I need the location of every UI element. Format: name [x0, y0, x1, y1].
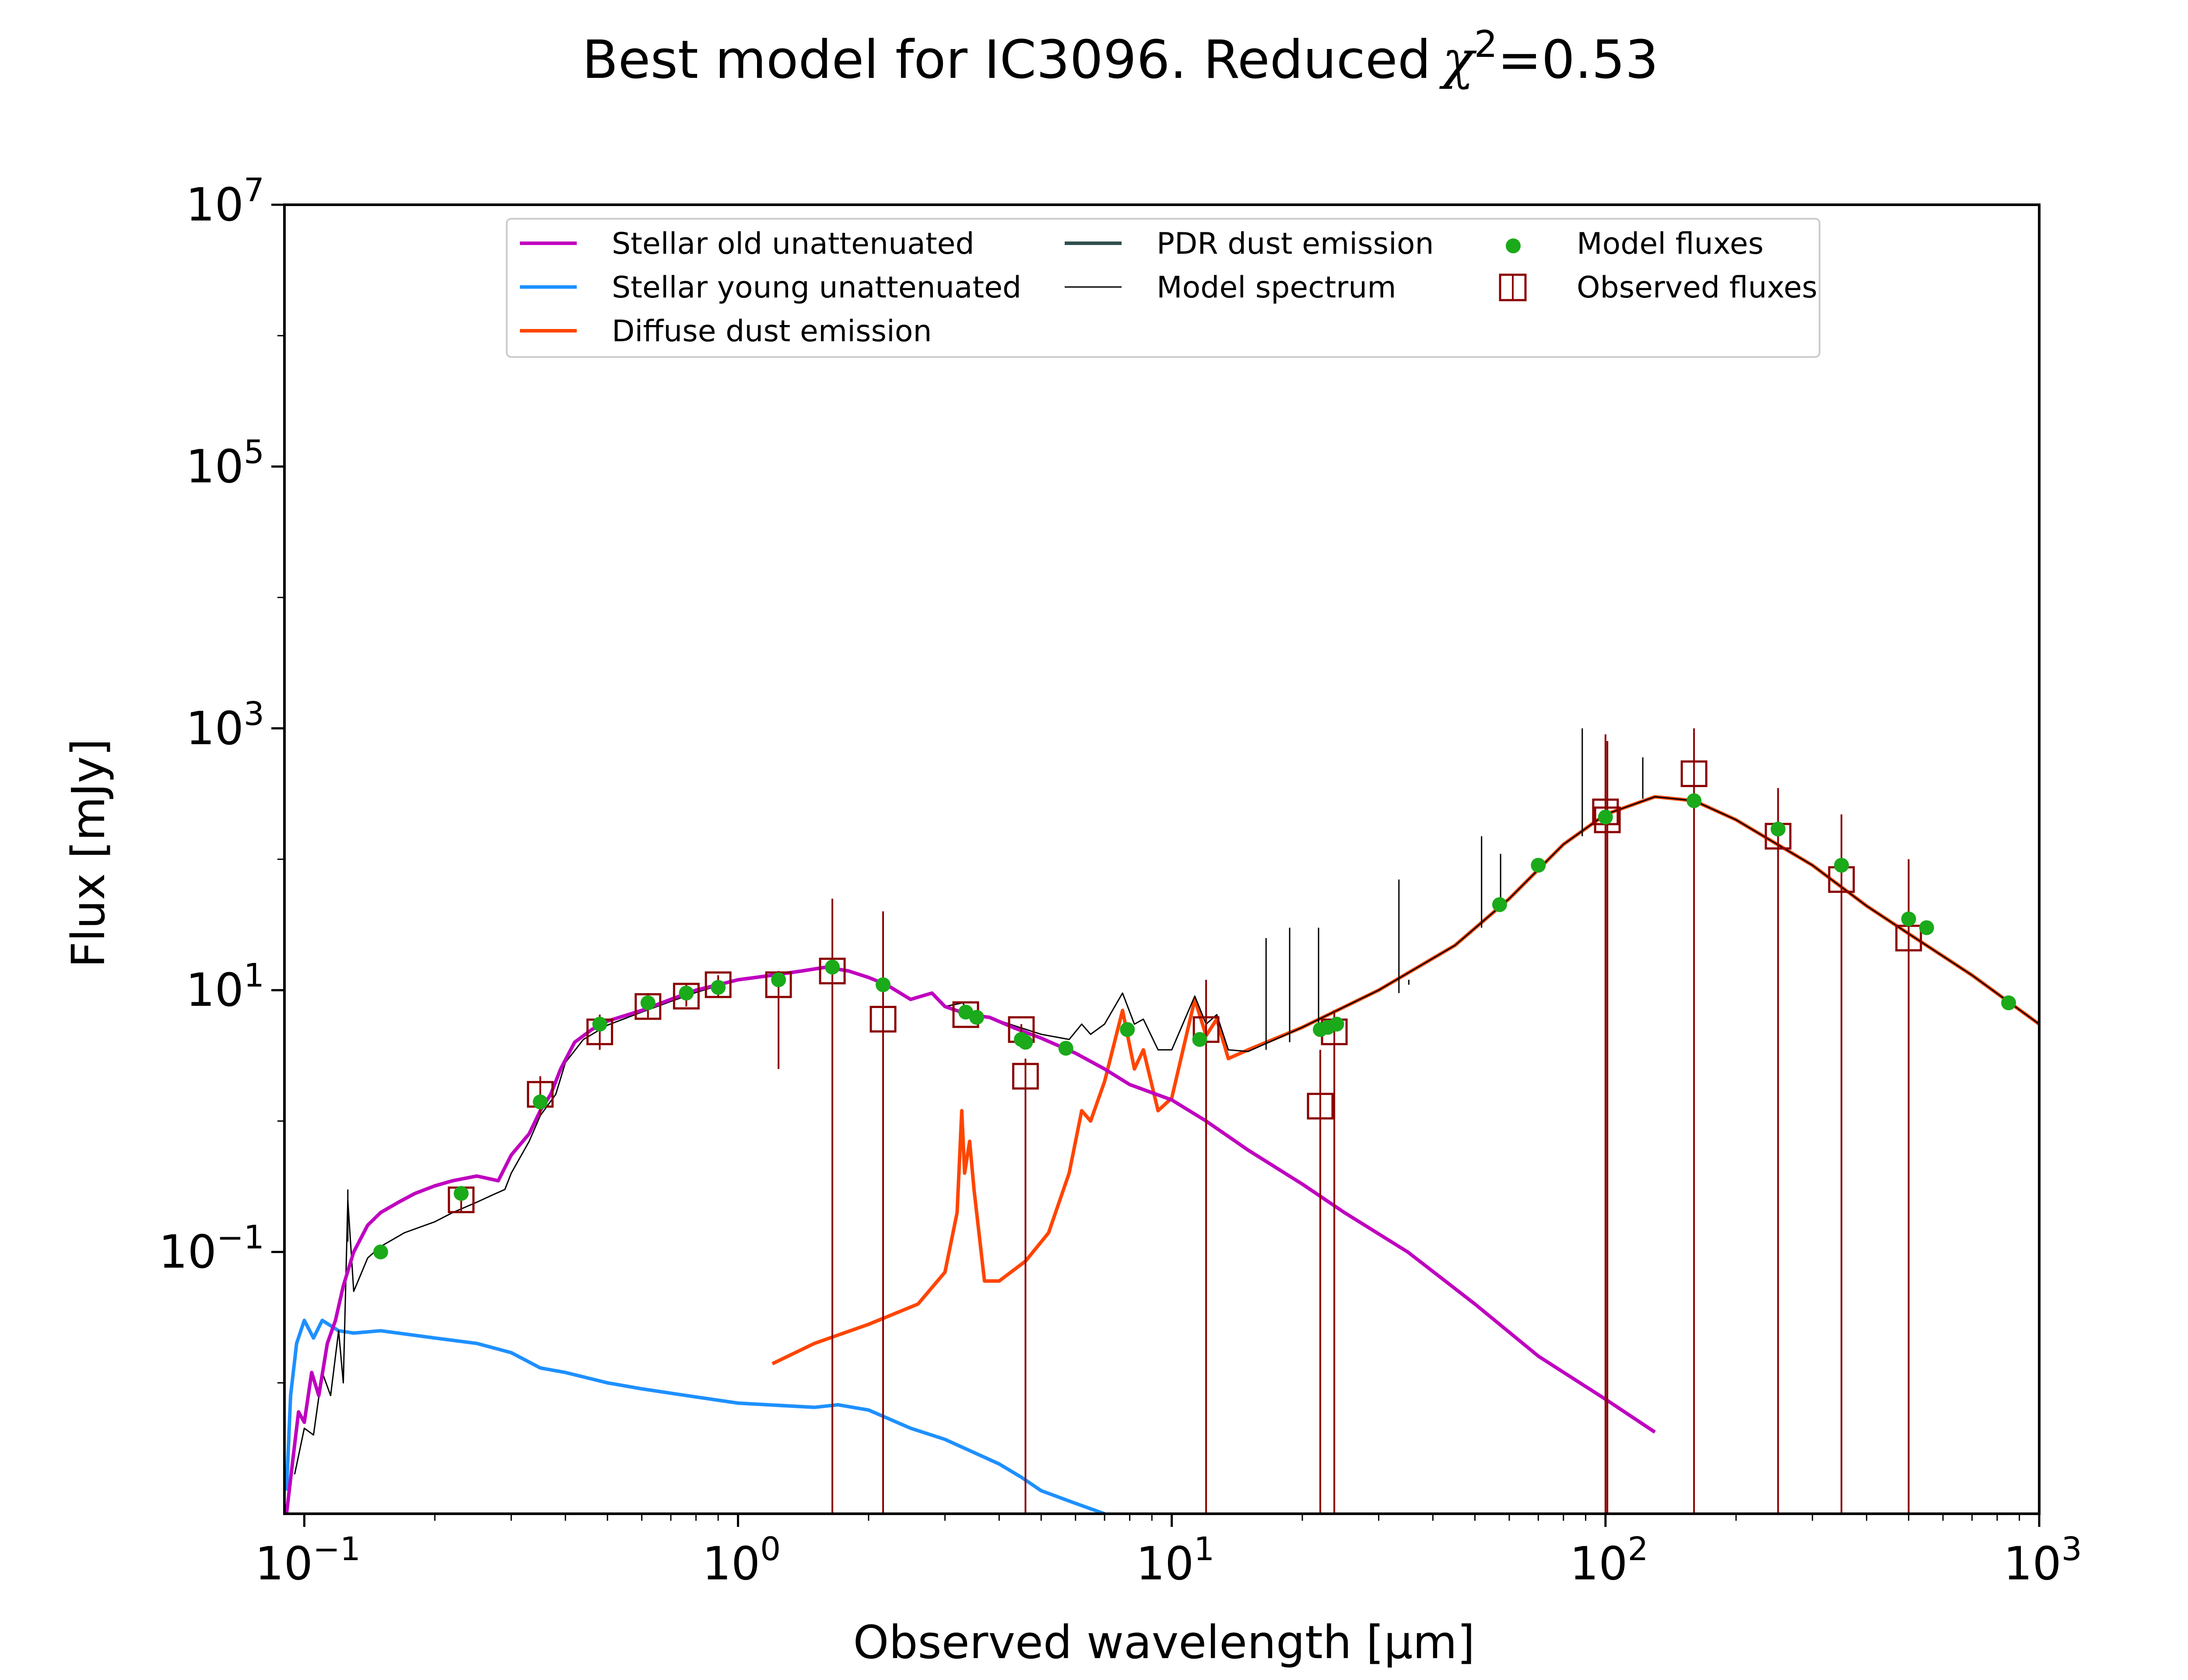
legend-label: Stellar old unattenuated	[612, 227, 975, 261]
observed-flux-marker	[870, 1006, 897, 1033]
x-tick-label: 103	[2003, 1530, 2082, 1590]
model-flux-point	[1329, 1016, 1344, 1032]
observed-flux-marker	[1594, 806, 1621, 833]
model-flux-point	[1919, 920, 1934, 935]
model-fluxes-layer	[373, 793, 2016, 1260]
model-flux-point	[1018, 1035, 1033, 1050]
x-axis-label: Observed wavelength [μm]	[853, 1616, 1475, 1669]
legend-swatch	[1506, 238, 1521, 253]
model-flux-point	[373, 1244, 388, 1260]
x-tick-label: 101	[1136, 1530, 1214, 1590]
observed-flux-marker	[1680, 760, 1708, 788]
series-layer	[284, 795, 2039, 1514]
model-flux-point	[969, 1010, 984, 1025]
observed-flux-marker	[1012, 1063, 1039, 1090]
model-flux-point	[2001, 995, 2016, 1011]
model-flux-point	[1058, 1040, 1073, 1056]
observed-flux-marker	[819, 957, 846, 984]
x-tick-label: 100	[702, 1530, 781, 1590]
y-axis-label: Flux [mJy]	[62, 738, 115, 968]
observed-flux-marker	[635, 993, 662, 1020]
model-flux-point	[1598, 809, 1613, 825]
y-tick-label: 10−1	[159, 1219, 264, 1279]
model-flux-point	[592, 1016, 607, 1032]
model-flux-point	[1901, 911, 1916, 927]
legend-label: Stellar young unattenuated	[612, 270, 1021, 305]
legend-label: Model fluxes	[1577, 227, 1764, 261]
y-tick-label: 107	[186, 172, 264, 231]
model-flux-point	[825, 959, 840, 975]
observed-flux-marker	[705, 971, 732, 998]
axes: 10−1 100 101 102 103 10−1 101 103 105 107	[159, 172, 2082, 1590]
legend: Stellar old unattenuated Stellar young un…	[506, 218, 1820, 358]
model-flux-point	[679, 985, 694, 1001]
legend-label: Model spectrum	[1157, 270, 1396, 305]
x-tick-label: 10−1	[255, 1530, 361, 1590]
series-line-stellar-old-unattenuated	[284, 965, 1656, 1514]
model-flux-point	[1192, 1032, 1207, 1047]
y-tick-label: 105	[186, 433, 264, 493]
model-flux-point	[1771, 822, 1786, 837]
model-flux-point	[640, 995, 656, 1011]
series-line-stellar-young-unattenuated	[284, 1319, 1105, 1514]
model-flux-point	[533, 1094, 548, 1110]
legend-box	[506, 218, 1820, 358]
legend-label: Diffuse dust emission	[612, 314, 932, 349]
model-flux-point	[453, 1186, 469, 1201]
model-flux-point	[1492, 897, 1507, 912]
spectrum-spikes	[347, 728, 1644, 1242]
model-flux-point	[711, 980, 726, 995]
x-tick-label: 102	[1570, 1530, 1648, 1590]
model-flux-point	[771, 972, 786, 987]
legend-label: PDR dust emission	[1157, 227, 1434, 261]
model-flux-point	[1687, 793, 1702, 808]
model-flux-point	[1834, 858, 1849, 873]
chart-title: Best model for IC3096. Reduced χ2=0.53	[582, 23, 1659, 91]
model-flux-point	[876, 977, 891, 992]
legend-label: Observed fluxes	[1577, 270, 1817, 305]
model-flux-point	[1531, 858, 1546, 873]
observed-flux-marker	[1307, 1092, 1334, 1120]
y-tick-label: 101	[186, 957, 264, 1017]
observed-flux-marker	[673, 983, 700, 1010]
y-tick-label: 103	[186, 695, 264, 755]
model-flux-point	[1120, 1022, 1135, 1037]
